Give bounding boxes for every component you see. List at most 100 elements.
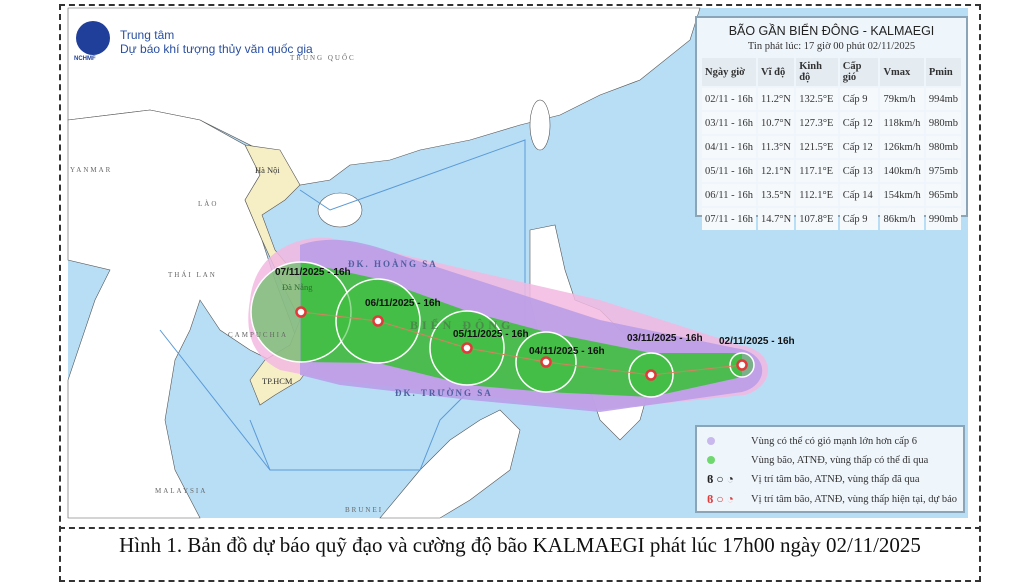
table-cell: 11.3°N: [758, 136, 795, 158]
table-cell: Cấp 14: [839, 184, 879, 206]
table-cell: 10.7°N: [758, 112, 795, 134]
storm-zone-swatch-icon: [707, 456, 715, 464]
table-cell: 994mb: [925, 88, 961, 110]
forecast-label-0511: 05/11/2025 - 16h: [453, 329, 529, 340]
table-cell: 79km/h: [880, 88, 924, 110]
forecast-label-0211: 02/11/2025 - 16h: [719, 336, 795, 347]
forecast-label-0711: 07/11/2025 - 16h: [275, 267, 351, 278]
table-cell: 03/11 - 16h: [702, 112, 757, 134]
table-cell: 02/11 - 16h: [702, 88, 757, 110]
map-legend: Vùng có thể có gió mạnh lớn hơn cấp 6 Vù…: [695, 425, 965, 513]
legend-text: Vùng bão, ATNĐ, vùng thấp có thể đi qua: [751, 454, 929, 466]
table-row: 04/11 - 16h 11.3°N 121.5°E Cấp 12 126km/h 980…: [702, 136, 961, 158]
forecast-label-0411: 04/11/2025 - 16h: [529, 346, 605, 357]
nchmf-logo: [76, 21, 110, 55]
table-cell: 127.3°E: [796, 112, 838, 134]
storm-center-icon: [295, 306, 307, 318]
label-cambodia: CAMPUCHIA: [228, 331, 289, 339]
forecast-position-icons: ϐ ○ ◔: [707, 491, 734, 506]
org-line-2: Dự báo khí tượng thủy văn quốc gia: [120, 42, 313, 56]
table-cell: 118km/h: [880, 112, 924, 134]
legend-item-storm-zone: Vùng bão, ATNĐ, vùng thấp có thể đi qua: [707, 452, 928, 468]
storm-center-icon: [736, 359, 748, 371]
legend-text: Vị trí tâm bão, ATNĐ, vùng thấp đã qua: [751, 473, 920, 485]
organization-name: Trung tâm Dự báo khí tượng thủy văn quốc…: [120, 28, 313, 56]
table-row: 06/11 - 16h 13.5°N 112.1°E Cấp 14 154km/h 965…: [702, 184, 961, 206]
legend-text: Vị trí tâm bão, ATNĐ, vùng thấp hiện tại…: [751, 493, 958, 505]
column-header: Kinh độ: [796, 58, 838, 86]
table-row: 03/11 - 16h 10.7°N 127.3°E Cấp 12 118km/h 980…: [702, 112, 961, 134]
table-cell: 13.5°N: [758, 184, 795, 206]
table-cell: 07/11 - 16h: [702, 208, 757, 230]
table-row: 07/11 - 16h 14.7°N 107.8°E Cấp 9 86km/h 990mb: [702, 208, 961, 230]
storm-center-icon: [540, 356, 552, 368]
table-cell: 990mb: [925, 208, 961, 230]
label-malaysia: MALAYSIA: [155, 487, 208, 495]
storm-info-box: BÃO GẦN BIỂN ĐÔNG - KALMAEGI Tin phát lú…: [695, 16, 968, 230]
issued-time: Tin phát lúc: 17 giờ 00 phút 02/11/2025: [747, 41, 916, 52]
table-cell: 112.1°E: [796, 184, 838, 206]
table-cell: 980mb: [925, 136, 961, 158]
table-cell: 965mb: [925, 184, 961, 206]
storm-center-icon: [645, 369, 657, 381]
column-header: Cấp gió: [839, 58, 879, 86]
table-cell: 121.5°E: [796, 136, 838, 158]
label-myanmar: YANMAR: [70, 166, 113, 174]
forecast-label-0611: 06/11/2025 - 16h: [365, 298, 441, 309]
table-row: 02/11 - 16h 11.2°N 132.5°E Cấp 9 79km/h 994mb: [702, 88, 961, 110]
table-cell: 140km/h: [880, 160, 924, 182]
table-cell: 04/11 - 16h: [702, 136, 757, 158]
legend-item-past-positions: ϐ ○ ◔ Vị trí tâm bão, ATNĐ, vùng thấp đã…: [707, 471, 920, 487]
table-cell: Cấp 9: [839, 208, 879, 230]
column-header: Pmin: [925, 58, 961, 86]
label-thailand: THÁI LAN: [168, 271, 217, 279]
table-cell: 86km/h: [880, 208, 924, 230]
table-cell: Cấp 12: [839, 112, 879, 134]
past-position-icons: ϐ ○ ◔: [707, 471, 734, 486]
storm-center-icon: [461, 342, 473, 354]
logo-text: NCHMF: [74, 56, 96, 62]
taiwan-island: [529, 99, 551, 151]
borneo-land: [379, 409, 521, 519]
column-header: Vĩ độ: [758, 58, 795, 86]
label-laos: LÀO: [198, 200, 219, 208]
org-line-1: Trung tâm: [120, 28, 175, 42]
storm-center-icon: [372, 315, 384, 327]
table-cell: 06/11 - 16h: [702, 184, 757, 206]
label-east-sea: BIỂN ĐÔNG: [410, 318, 515, 332]
table-cell: Cấp 13: [839, 160, 879, 182]
legend-text: Vùng có thể có gió mạnh lớn hơn cấp 6: [751, 435, 917, 447]
wind-zone-swatch-icon: [707, 437, 715, 445]
table-cell: Cấp 12: [839, 136, 879, 158]
table-cell: 126km/h: [880, 136, 924, 158]
table-cell: 975mb: [925, 160, 961, 182]
forecast-label-0311: 03/11/2025 - 16h: [627, 333, 703, 344]
city-hcmc: TP.HCM: [262, 376, 293, 386]
table-cell: Cấp 9: [839, 88, 879, 110]
storm-title: BÃO GẦN BIỂN ĐÔNG - KALMAEGI: [728, 24, 935, 38]
city-hanoi: Hà Nội: [255, 165, 280, 175]
table-cell: 117.1°E: [796, 160, 838, 182]
label-paracel: ĐK. HOÀNG SA: [348, 259, 438, 269]
storm-track-line: [300, 311, 743, 376]
table-cell: 14.7°N: [758, 208, 795, 230]
column-header: Ngày giờ: [702, 58, 757, 86]
table-cell: 11.2°N: [758, 88, 795, 110]
caption-separator: [59, 527, 981, 529]
table-cell: 107.8°E: [796, 208, 838, 230]
figure-caption: Hình 1. Bản đồ dự báo quỹ đạo và cường đ…: [119, 533, 921, 557]
table-cell: 132.5°E: [796, 88, 838, 110]
column-header: Vmax: [880, 58, 924, 86]
label-brunei: BRUNEI: [345, 506, 384, 514]
table-cell: 05/11 - 16h: [702, 160, 757, 182]
legend-item-forecast-positions: ϐ ○ ◔ Vị trí tâm bão, ATNĐ, vùng thấp hi…: [707, 491, 957, 507]
label-china: TRUNG QUỐC: [290, 54, 356, 62]
table-cell: 12.1°N: [758, 160, 795, 182]
legend-item-wind-zone: Vùng có thể có gió mạnh lớn hơn cấp 6: [707, 433, 917, 449]
label-spratly: ĐK. TRƯỜNG SA: [395, 388, 493, 398]
figure-border: [59, 4, 981, 582]
table-cell: 980mb: [925, 112, 961, 134]
city-danang: Đà Nẵng: [282, 282, 313, 292]
forecast-table: Ngày giờ Vĩ độ Kinh độ Cấp gió Vmax Pmin 02/1…: [700, 56, 963, 232]
hainan-island: [317, 192, 363, 228]
